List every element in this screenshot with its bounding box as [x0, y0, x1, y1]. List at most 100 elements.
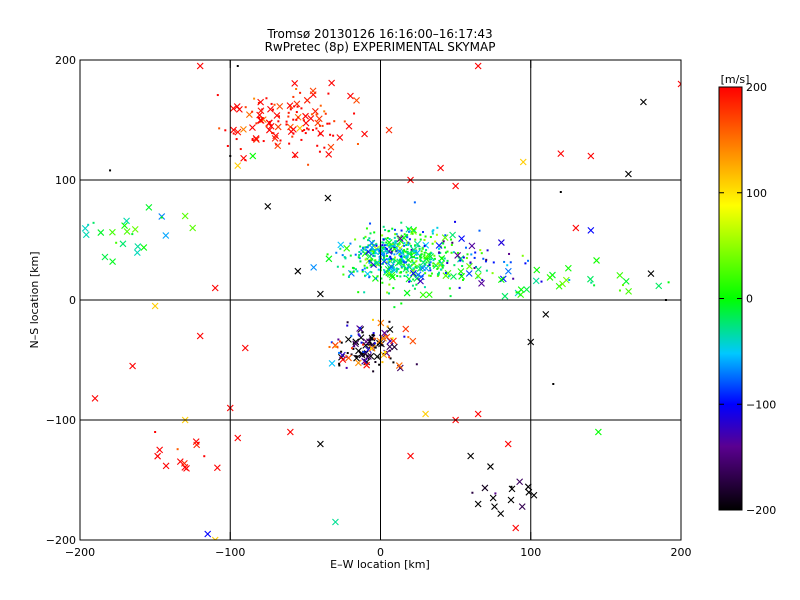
- data-point-dot: [378, 363, 381, 366]
- data-point-dot: [442, 242, 445, 245]
- data-point-dot: [323, 146, 326, 149]
- data-point-dot: [386, 251, 389, 254]
- data-point-dot: [386, 255, 389, 258]
- data-point-dot: [413, 201, 416, 204]
- data-point-dot: [411, 256, 414, 259]
- colorbar-tick-label: 100: [746, 187, 767, 200]
- data-point-dot: [559, 191, 562, 193]
- data-point-dot: [292, 132, 295, 135]
- data-point-dot: [385, 241, 388, 244]
- data-point-dot: [484, 260, 487, 263]
- data-points: [81, 62, 681, 540]
- data-point-x: [134, 243, 142, 250]
- data-point-x: [234, 162, 242, 169]
- data-point-dot: [338, 351, 341, 354]
- data-point-dot: [318, 133, 321, 136]
- data-point-dot: [386, 258, 389, 261]
- data-point-dot: [372, 254, 375, 257]
- data-point-dot: [244, 159, 247, 162]
- data-point-dot: [253, 97, 256, 100]
- data-point-x: [380, 334, 387, 342]
- data-point-x: [389, 273, 396, 281]
- data-point-dot: [441, 264, 444, 267]
- data-point-x: [425, 291, 433, 299]
- data-point-dot: [430, 258, 433, 261]
- y-tick-label: 0: [69, 294, 76, 307]
- data-point-x: [504, 267, 512, 275]
- data-point-dot: [381, 361, 384, 364]
- data-point-dot: [446, 259, 449, 262]
- data-point-dot: [431, 230, 434, 233]
- data-point-dot: [367, 343, 370, 346]
- data-point-x: [380, 351, 388, 359]
- data-point-x: [625, 287, 632, 295]
- data-point-dot: [527, 259, 530, 262]
- data-point-x: [129, 362, 136, 370]
- data-point-x: [435, 242, 443, 249]
- data-point-dot: [552, 383, 555, 385]
- data-point-dot: [407, 230, 410, 233]
- data-point-dot: [383, 248, 386, 251]
- data-point-dot: [459, 259, 462, 262]
- data-point-dot: [366, 246, 369, 249]
- data-point-dot: [387, 244, 390, 247]
- data-point-x: [347, 92, 354, 100]
- data-point-dot: [394, 233, 397, 236]
- data-point-dot: [384, 237, 387, 240]
- data-point-dot: [393, 253, 396, 256]
- data-point-dot: [407, 241, 410, 244]
- data-point-dot: [405, 257, 408, 260]
- data-point-x: [303, 96, 311, 104]
- data-point-x: [229, 105, 237, 112]
- data-point-x: [337, 241, 345, 249]
- data-point-x: [317, 440, 324, 448]
- data-point-dot: [255, 122, 258, 125]
- data-point-dot: [356, 355, 359, 358]
- x-tick-label: 200: [671, 546, 692, 559]
- data-point-dot: [593, 284, 596, 287]
- data-point-dot: [357, 291, 360, 294]
- data-point-dot: [418, 247, 421, 250]
- data-point-x: [468, 242, 476, 250]
- data-point-dot: [368, 259, 371, 262]
- data-point-dot: [307, 128, 310, 131]
- data-point-dot: [382, 247, 385, 250]
- data-point-dot: [364, 350, 367, 353]
- data-point-dot: [359, 326, 362, 329]
- data-point-dot: [446, 261, 449, 264]
- data-point-dot: [509, 261, 512, 264]
- data-point-dot: [370, 259, 373, 262]
- data-point-dot: [432, 259, 435, 262]
- data-point-dot: [371, 338, 374, 341]
- data-point-dot: [272, 108, 275, 111]
- data-point-dot: [470, 253, 473, 256]
- data-point-dot: [406, 248, 409, 251]
- data-point-dot: [413, 250, 416, 253]
- data-point-dot: [382, 252, 385, 255]
- data-point-x: [364, 270, 372, 278]
- data-point-dot: [357, 256, 360, 259]
- data-point-x: [310, 263, 318, 271]
- data-point-dot: [265, 97, 268, 100]
- data-point-x: [249, 124, 256, 131]
- data-point-dot: [451, 241, 454, 244]
- data-point-dot: [327, 92, 330, 95]
- data-point-dot: [349, 254, 352, 257]
- data-point-dot: [427, 274, 430, 277]
- data-point-dot: [232, 132, 235, 135]
- data-point-dot: [432, 265, 435, 268]
- data-point-dot: [361, 247, 364, 250]
- data-point-x: [587, 227, 595, 234]
- data-point-x: [123, 217, 130, 225]
- data-point-x: [363, 358, 371, 366]
- data-point-dot: [423, 251, 426, 254]
- data-point-dot: [374, 249, 377, 252]
- data-point-dot: [389, 244, 392, 247]
- data-point-x: [474, 272, 482, 280]
- data-point-dot: [408, 238, 411, 241]
- data-point-dot: [304, 132, 307, 135]
- data-point-dot: [388, 258, 391, 261]
- data-point-dot: [393, 236, 396, 239]
- data-point-dot: [380, 277, 383, 280]
- data-point-dot: [430, 252, 433, 255]
